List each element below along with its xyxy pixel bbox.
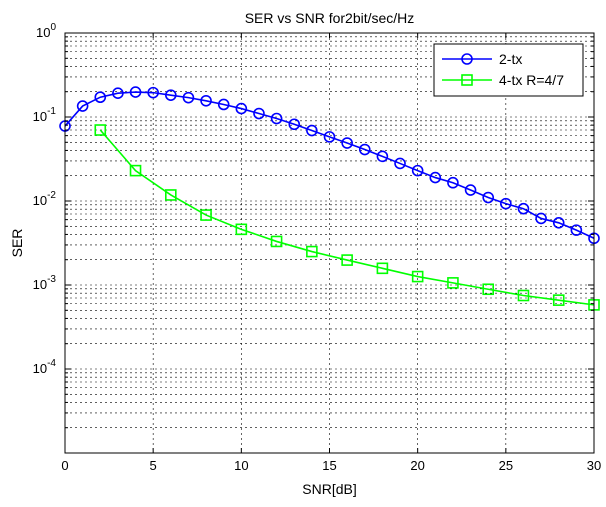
series-2tx-point [323,131,336,143]
series-2tx-point [552,217,565,229]
series-2tx-line [64,91,595,239]
series-4tx-point [341,254,353,266]
series-2tx-point [341,137,353,149]
series-2tx-point [147,86,159,99]
series-2tx-point [94,91,107,104]
series-4tx-line [99,129,595,306]
x-tick-label: 20 [410,458,424,473]
series-2tx-point [235,102,248,115]
x-tick-label: 15 [322,458,336,473]
series-2tx-point [394,157,406,170]
series-2tx-point [500,197,512,210]
series-4tx-point [376,262,389,275]
series-2tx-point [570,224,583,236]
series-2tx-point [376,150,389,163]
series-2tx-point [76,100,89,112]
y-axis-title: SER [9,229,25,258]
x-tick-label: 0 [61,458,68,473]
legend-marker-4tx [461,74,473,86]
series-2tx-point [306,124,318,137]
series-2tx-point [535,212,547,225]
series-2tx-point [482,191,495,204]
series-2tx-point [447,176,459,189]
legend-box [433,43,584,97]
x-tick-label: 10 [234,458,248,473]
series-4tx-point [552,294,565,306]
legend-label-4tx: 4-tx R=4/7 [499,72,564,88]
series-layer [59,86,600,311]
series-2tx-point [129,86,142,98]
series-2tx-point [112,87,124,100]
y-tick-label: 100 [36,22,56,40]
series-4tx-point [306,245,318,258]
legend-label-2tx: 2-tx [499,51,522,67]
legend-marker-2tx [461,53,473,65]
series-2tx-point [165,89,177,101]
x-tick-label: 25 [499,458,513,473]
series-2tx-point [517,202,530,215]
series-2tx-point [200,94,212,107]
series-4tx-point [482,283,495,296]
y-tick-label: 10-4 [33,358,57,376]
series-2tx-point [288,118,301,131]
series-2tx-point [217,98,230,111]
series-2tx-point [358,143,371,156]
x-tick-label: 5 [150,458,157,473]
series-4tx-point [235,223,248,236]
x-axis-title: SNR[dB] [302,481,356,497]
series-2tx-point [253,107,265,120]
series-4tx-point [517,289,530,302]
series-2tx-point [182,91,195,104]
legend: 2-tx 4-tx R=4/7 [433,43,584,97]
axis-ticks: 0 5 10 15 20 25 30 10-4 10-3 10-2 10-1 100 [33,22,602,473]
chart-title: SER vs SNR for2bit/sec/Hz [245,10,415,26]
series-4tx-point [447,277,459,289]
y-tick-label: 10-2 [33,190,57,208]
y-tick-label: 10-3 [33,274,57,292]
series-4tx-point [165,189,177,201]
series-4tx-point [411,270,424,283]
series-4tx-point [129,164,142,177]
series-4tx-point [94,124,107,136]
series-2tx-point [429,171,442,184]
series-2tx-point [464,184,477,196]
y-tick-label: 10-1 [33,106,57,124]
series-2tx-point [270,112,283,125]
series-4tx-point [270,235,283,248]
series-2tx-point [411,164,424,177]
series-4tx-point [200,209,212,221]
x-tick-label: 30 [587,458,601,473]
